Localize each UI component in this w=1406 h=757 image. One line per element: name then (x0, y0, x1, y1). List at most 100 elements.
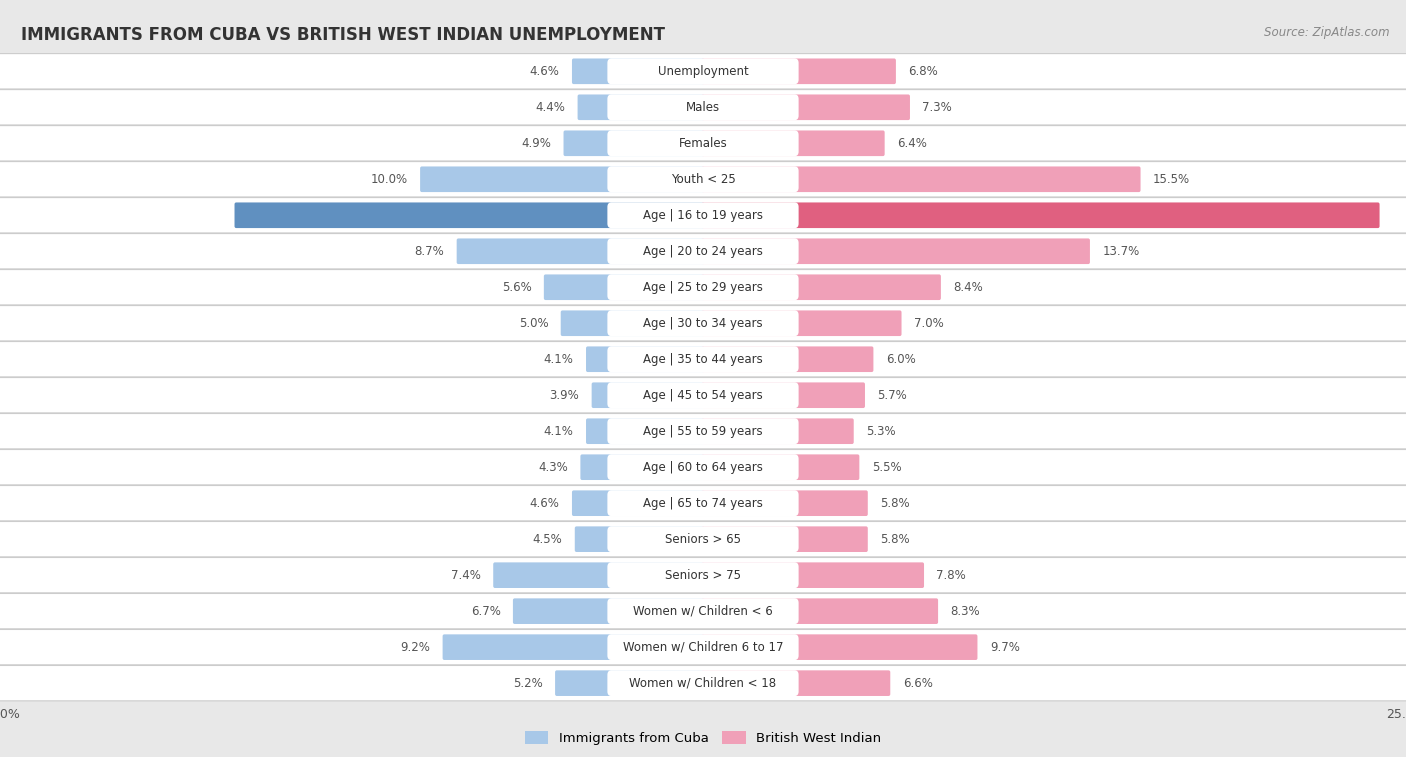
Text: Males: Males (686, 101, 720, 114)
FancyBboxPatch shape (555, 671, 704, 696)
FancyBboxPatch shape (0, 557, 1406, 593)
FancyBboxPatch shape (586, 419, 704, 444)
FancyBboxPatch shape (564, 130, 704, 156)
Text: 6.7%: 6.7% (471, 605, 501, 618)
Text: Youth < 25: Youth < 25 (671, 173, 735, 185)
Text: 6.0%: 6.0% (886, 353, 915, 366)
FancyBboxPatch shape (607, 310, 799, 336)
Text: 7.4%: 7.4% (451, 569, 481, 581)
FancyBboxPatch shape (702, 202, 1379, 228)
FancyBboxPatch shape (607, 419, 799, 444)
FancyBboxPatch shape (0, 665, 1406, 701)
FancyBboxPatch shape (607, 238, 799, 264)
Text: 5.8%: 5.8% (880, 533, 910, 546)
Text: 16.6%: 16.6% (181, 209, 222, 222)
Text: 4.4%: 4.4% (536, 101, 565, 114)
FancyBboxPatch shape (0, 306, 1406, 341)
FancyBboxPatch shape (607, 95, 799, 120)
FancyBboxPatch shape (494, 562, 704, 588)
FancyBboxPatch shape (572, 58, 704, 84)
FancyBboxPatch shape (586, 347, 704, 372)
Text: 5.8%: 5.8% (880, 497, 910, 509)
FancyBboxPatch shape (702, 671, 890, 696)
Text: 9.7%: 9.7% (990, 640, 1019, 653)
Text: Age | 60 to 64 years: Age | 60 to 64 years (643, 461, 763, 474)
FancyBboxPatch shape (702, 634, 977, 660)
FancyBboxPatch shape (607, 346, 799, 372)
FancyBboxPatch shape (702, 526, 868, 552)
FancyBboxPatch shape (607, 526, 799, 552)
Text: 4.1%: 4.1% (544, 425, 574, 438)
Text: 5.5%: 5.5% (872, 461, 901, 474)
FancyBboxPatch shape (607, 382, 799, 408)
FancyBboxPatch shape (0, 269, 1406, 305)
FancyBboxPatch shape (443, 634, 704, 660)
FancyBboxPatch shape (702, 454, 859, 480)
Text: Women w/ Children < 18: Women w/ Children < 18 (630, 677, 776, 690)
Text: 6.4%: 6.4% (897, 137, 927, 150)
FancyBboxPatch shape (702, 95, 910, 120)
Text: 4.6%: 4.6% (530, 497, 560, 509)
Text: Source: ZipAtlas.com: Source: ZipAtlas.com (1264, 26, 1389, 39)
Text: 5.6%: 5.6% (502, 281, 531, 294)
FancyBboxPatch shape (702, 562, 924, 588)
FancyBboxPatch shape (607, 202, 799, 228)
Text: 6.8%: 6.8% (908, 65, 938, 78)
FancyBboxPatch shape (235, 202, 704, 228)
FancyBboxPatch shape (420, 167, 704, 192)
FancyBboxPatch shape (607, 562, 799, 588)
FancyBboxPatch shape (0, 198, 1406, 233)
Text: Age | 20 to 24 years: Age | 20 to 24 years (643, 245, 763, 257)
FancyBboxPatch shape (0, 234, 1406, 269)
Text: 25.0%: 25.0% (0, 708, 20, 721)
FancyBboxPatch shape (0, 593, 1406, 629)
FancyBboxPatch shape (702, 598, 938, 624)
FancyBboxPatch shape (0, 341, 1406, 377)
Text: 4.9%: 4.9% (522, 137, 551, 150)
FancyBboxPatch shape (572, 491, 704, 516)
Text: Age | 16 to 19 years: Age | 16 to 19 years (643, 209, 763, 222)
FancyBboxPatch shape (457, 238, 704, 264)
Text: Seniors > 75: Seniors > 75 (665, 569, 741, 581)
Text: 7.8%: 7.8% (936, 569, 966, 581)
Text: Seniors > 65: Seniors > 65 (665, 533, 741, 546)
Text: 9.2%: 9.2% (401, 640, 430, 653)
FancyBboxPatch shape (607, 491, 799, 516)
FancyBboxPatch shape (702, 419, 853, 444)
FancyBboxPatch shape (607, 634, 799, 660)
FancyBboxPatch shape (702, 238, 1090, 264)
Legend: Immigrants from Cuba, British West Indian: Immigrants from Cuba, British West India… (519, 726, 887, 750)
FancyBboxPatch shape (702, 58, 896, 84)
Text: Females: Females (679, 137, 727, 150)
FancyBboxPatch shape (0, 378, 1406, 413)
Text: Women w/ Children 6 to 17: Women w/ Children 6 to 17 (623, 640, 783, 653)
Text: 7.3%: 7.3% (922, 101, 952, 114)
Text: 4.5%: 4.5% (533, 533, 562, 546)
Text: Age | 30 to 34 years: Age | 30 to 34 years (643, 316, 763, 330)
FancyBboxPatch shape (0, 450, 1406, 485)
FancyBboxPatch shape (561, 310, 704, 336)
Text: Age | 25 to 29 years: Age | 25 to 29 years (643, 281, 763, 294)
FancyBboxPatch shape (607, 130, 799, 156)
FancyBboxPatch shape (607, 670, 799, 696)
Text: 13.7%: 13.7% (1102, 245, 1139, 257)
FancyBboxPatch shape (0, 89, 1406, 125)
Text: 8.4%: 8.4% (953, 281, 983, 294)
FancyBboxPatch shape (702, 310, 901, 336)
Text: Unemployment: Unemployment (658, 65, 748, 78)
FancyBboxPatch shape (607, 58, 799, 84)
FancyBboxPatch shape (575, 526, 704, 552)
Text: 6.6%: 6.6% (903, 677, 932, 690)
Text: 7.0%: 7.0% (914, 316, 943, 330)
Text: Age | 45 to 54 years: Age | 45 to 54 years (643, 389, 763, 402)
Text: Age | 55 to 59 years: Age | 55 to 59 years (643, 425, 763, 438)
FancyBboxPatch shape (0, 522, 1406, 557)
FancyBboxPatch shape (513, 598, 704, 624)
FancyBboxPatch shape (702, 382, 865, 408)
FancyBboxPatch shape (0, 126, 1406, 161)
Text: 4.1%: 4.1% (544, 353, 574, 366)
FancyBboxPatch shape (702, 491, 868, 516)
FancyBboxPatch shape (702, 275, 941, 300)
Text: 25.0%: 25.0% (1386, 708, 1406, 721)
Text: IMMIGRANTS FROM CUBA VS BRITISH WEST INDIAN UNEMPLOYMENT: IMMIGRANTS FROM CUBA VS BRITISH WEST IND… (21, 26, 665, 45)
